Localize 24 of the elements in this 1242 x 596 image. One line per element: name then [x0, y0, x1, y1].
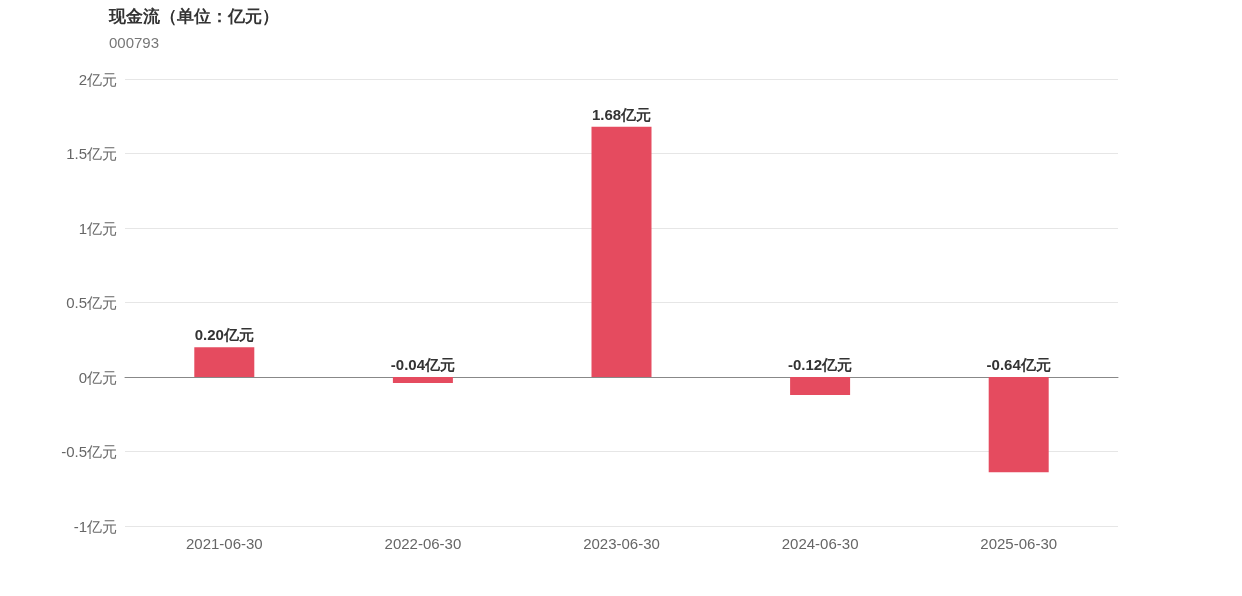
data-label: -0.64亿元	[986, 356, 1051, 373]
y-tick-label: 2亿元	[78, 70, 117, 88]
data-label: -0.04亿元	[390, 356, 455, 373]
x-tick-label: 2025-06-30	[980, 535, 1058, 552]
x-tick-label: 2024-06-30	[781, 535, 859, 552]
bar	[591, 126, 652, 377]
y-tick-label: 1亿元	[78, 219, 117, 237]
data-label: 0.20亿元	[194, 326, 254, 344]
chart-title: 现金流（单位：亿元）	[108, 7, 279, 26]
x-tick-label: 2021-06-30	[185, 535, 263, 552]
chart-subtitle: 000793	[109, 34, 160, 51]
bar	[392, 377, 453, 383]
bar	[790, 377, 851, 395]
y-tick-label: 1.5亿元	[66, 145, 117, 162]
bar	[988, 377, 1049, 473]
y-tick-label: -1亿元	[73, 517, 117, 535]
data-label: 1.68亿元	[591, 105, 652, 123]
y-tick-label: -0.5亿元	[61, 443, 117, 460]
x-tick-label: 2023-06-30	[583, 535, 660, 552]
y-tick-label: 0.5亿元	[66, 294, 117, 311]
data-label: -0.12亿元	[788, 356, 853, 373]
bar	[194, 347, 255, 377]
x-tick-label: 2022-06-30	[384, 535, 462, 552]
y-tick-label: 0亿元	[78, 368, 117, 386]
